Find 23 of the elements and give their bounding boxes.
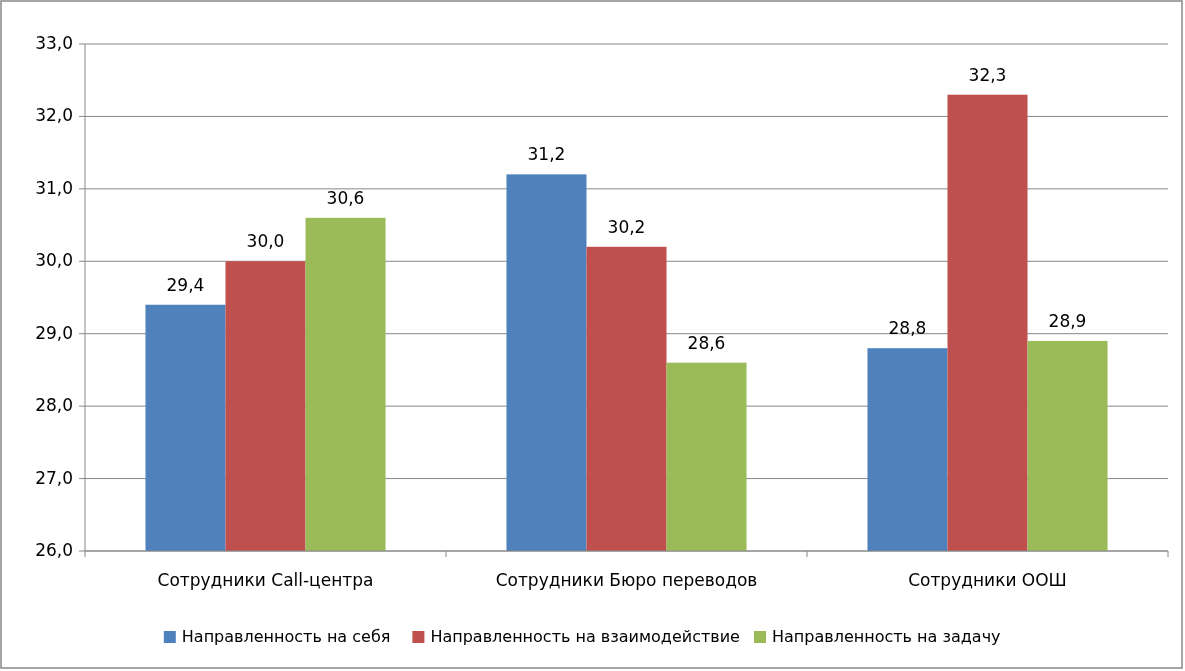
legend-label: Направленность на взаимодействие [430, 626, 740, 646]
data-label: 28,8 [888, 318, 927, 339]
legend-label: Направленность на задачу [772, 626, 1001, 646]
y-tick-label: 31,0 [35, 177, 73, 198]
data-label: 28,9 [1048, 310, 1087, 331]
y-tick-label: 30,0 [35, 250, 73, 271]
x-tick-label: Сотрудники ООШ [908, 570, 1067, 590]
data-label: 30,2 [607, 216, 646, 237]
y-tick-label: 33,0 [35, 33, 73, 53]
y-tick-label: 29,0 [35, 322, 73, 343]
y-tick-label: 28,0 [35, 395, 73, 416]
legend-label: Направленность на себя [181, 626, 391, 646]
data-label: 32,3 [968, 64, 1007, 85]
x-tick-label: Сотрудники Call-центра [157, 570, 374, 590]
data-label: 31,2 [527, 144, 566, 165]
y-tick-label: 27,0 [35, 467, 73, 488]
data-label: 28,6 [687, 332, 726, 353]
y-tick-label: 32,0 [35, 105, 73, 126]
data-label: 29,4 [166, 274, 205, 295]
data-label: 30,0 [246, 231, 285, 252]
y-tick-label: 26,0 [35, 540, 73, 560]
data-label: 30,6 [326, 187, 365, 208]
x-tick-label: Сотрудники Бюро переводов [495, 570, 758, 590]
